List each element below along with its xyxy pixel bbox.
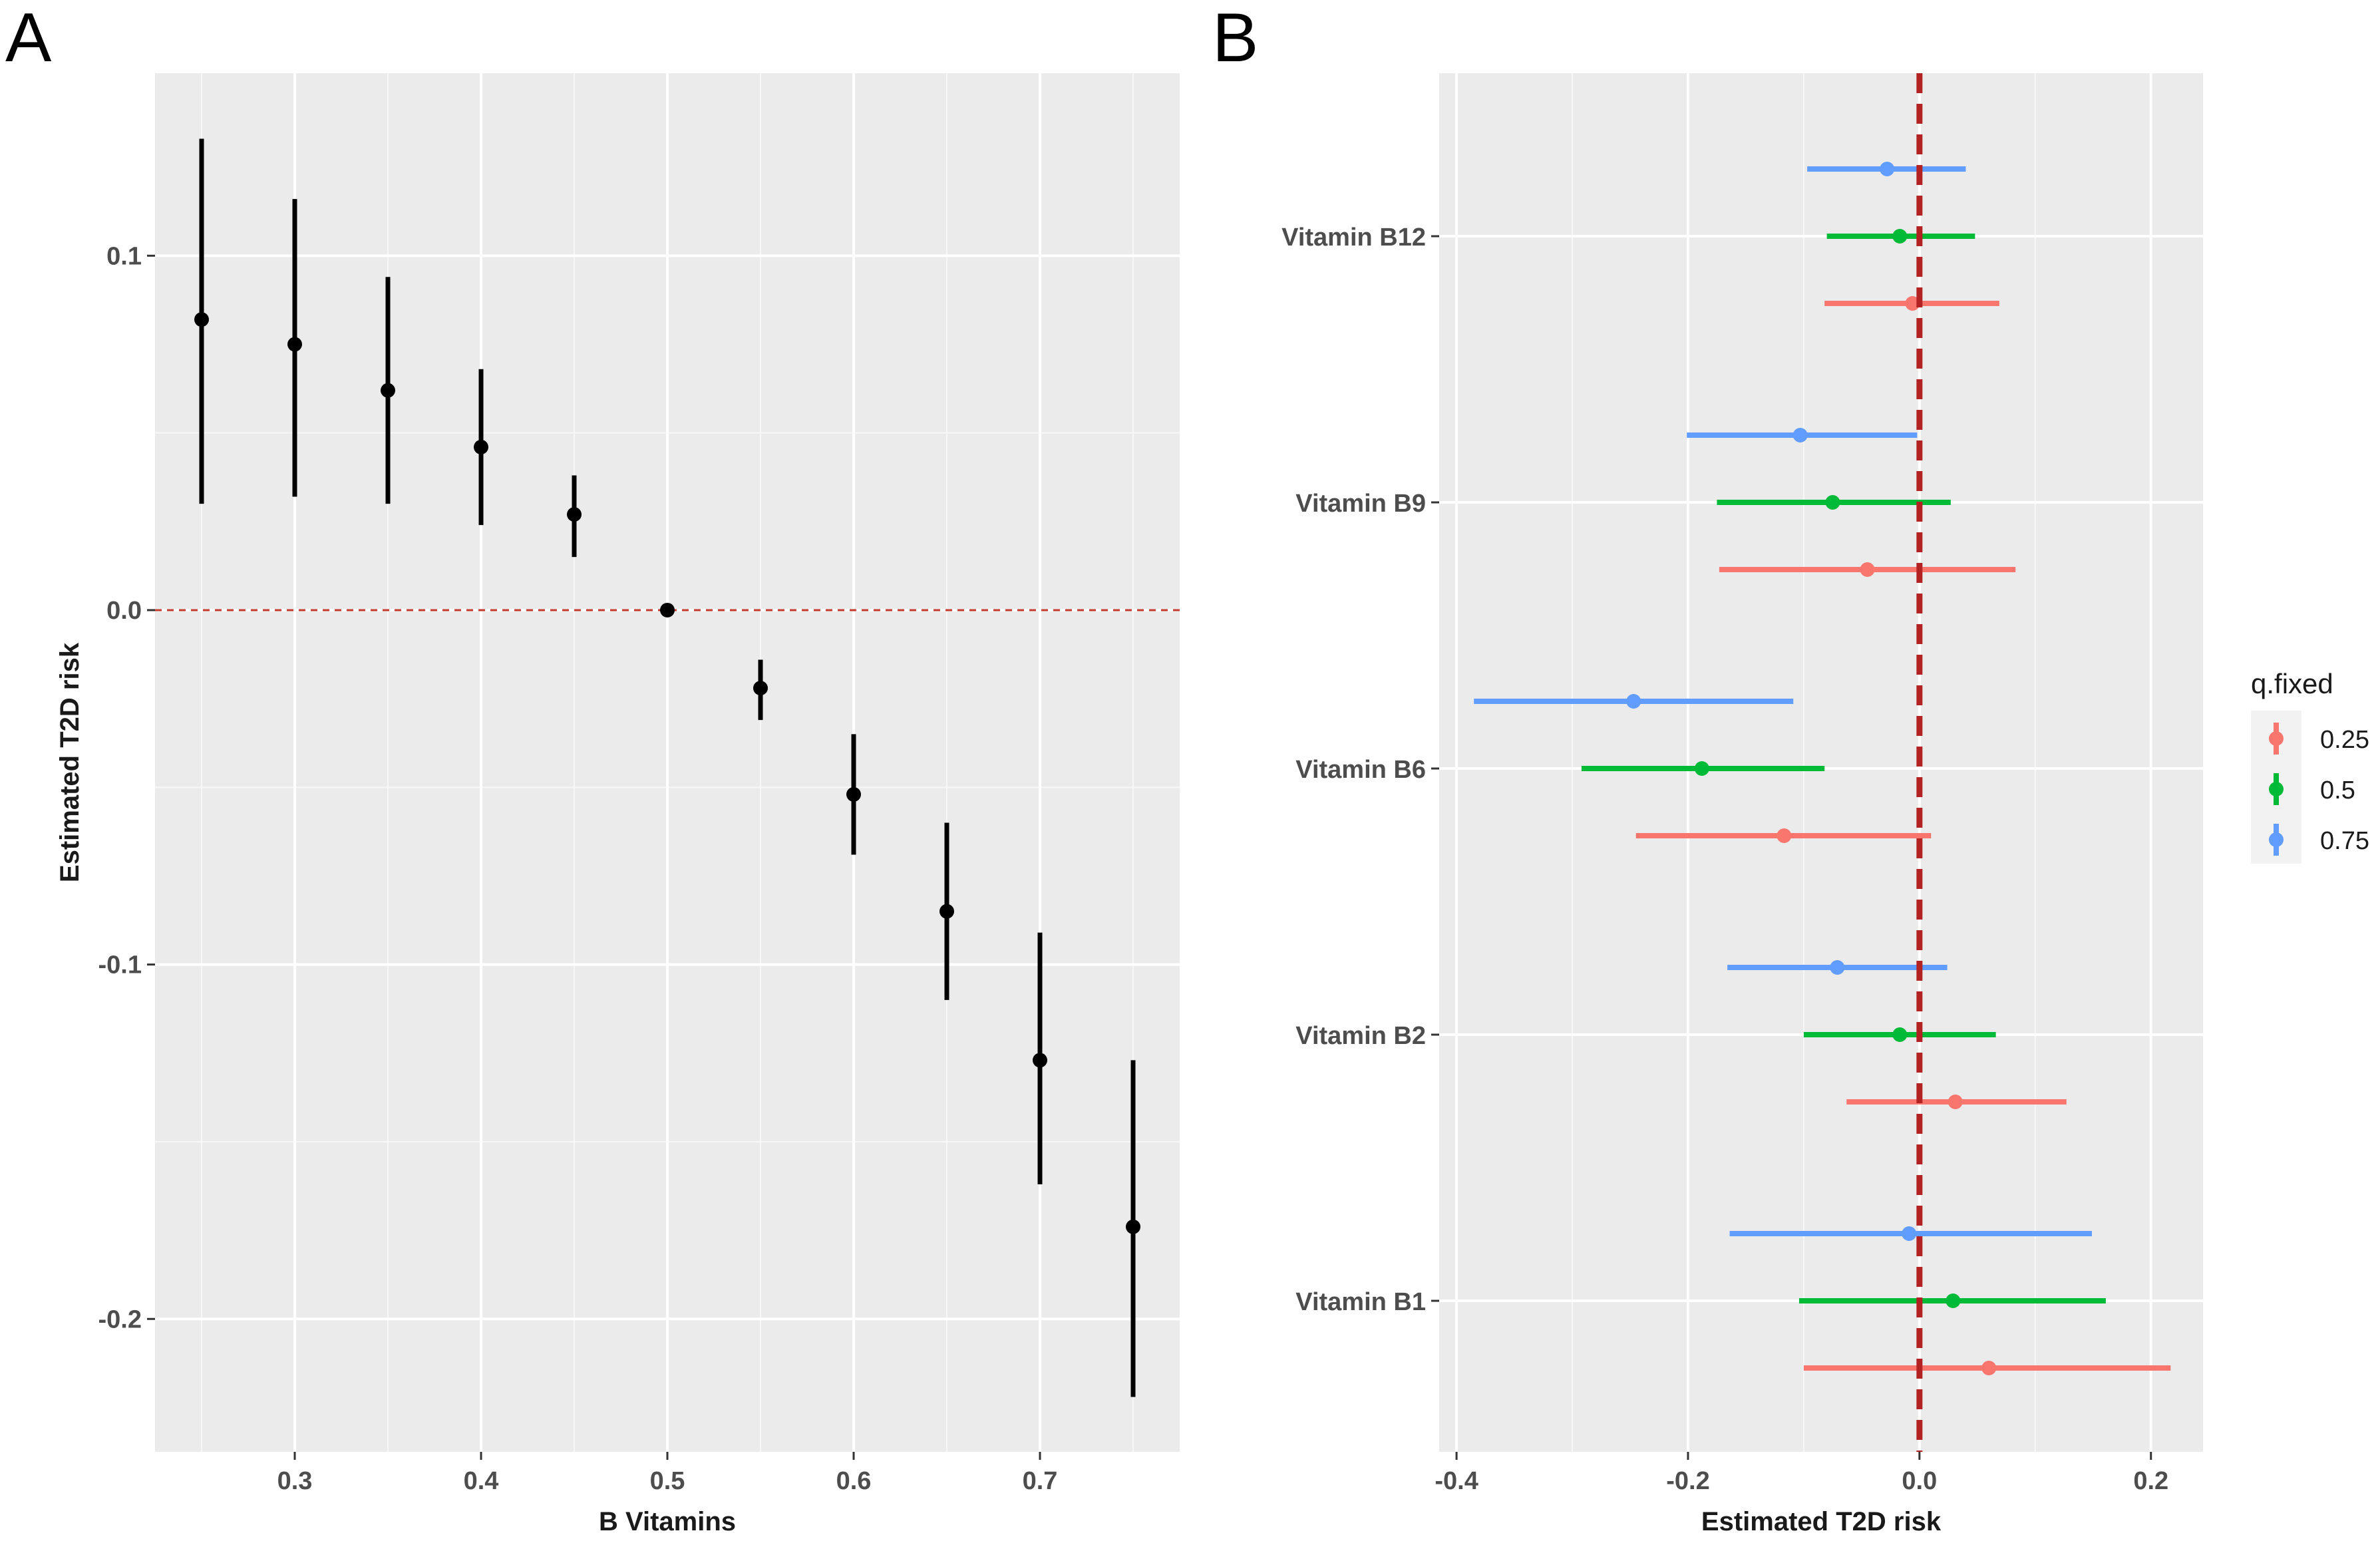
- legend-key-point: [2269, 832, 2284, 847]
- panel-b-estimate-0-75: [1880, 162, 1895, 176]
- panel-b-category-labels: Vitamin B12 Vitamin B9 Vitamin B6 Vitamin B…: [1281, 224, 1439, 1316]
- panel-a-x-axis-label: B Vitamins: [599, 1507, 736, 1536]
- legend-key-point: [2269, 731, 2284, 746]
- panel-b-x-tick-label: -0.2: [1666, 1467, 1709, 1495]
- panel-a-point: [194, 312, 209, 327]
- legend-label: 0.5: [2320, 776, 2355, 804]
- panel-b-estimate-0-25: [1860, 562, 1875, 577]
- panel-b-estimate-0-75: [1830, 960, 1845, 975]
- panel-a-y-axis-label: Estimated T2D risk: [55, 642, 85, 882]
- panel-b-x-tick-label: -0.4: [1435, 1467, 1478, 1495]
- panel-a-y-tick-label: -0.1: [98, 951, 142, 979]
- panel-a-point: [381, 383, 395, 398]
- panel-b-category-label: Vitamin B6: [1295, 756, 1426, 784]
- panel-a-point: [846, 786, 861, 802]
- legend-title: q.fixed: [2251, 668, 2333, 699]
- legend-items: 0.25 0.5 0.75: [2269, 723, 2369, 856]
- panel-b-x-tick-label: 0.0: [1902, 1467, 1937, 1495]
- panel-b-x-ticks: -0.4 -0.2 0.0 0.2: [1435, 1452, 2168, 1495]
- panel-a-gridlines: [155, 73, 1180, 1452]
- legend-key-point: [2269, 782, 2284, 796]
- panel-a-x-tick-label: 0.3: [277, 1467, 313, 1495]
- panel-b-category-label: Vitamin B1: [1295, 1288, 1426, 1316]
- panel-b-category-label: Vitamin B2: [1295, 1022, 1426, 1050]
- panel-b-estimate-0-5: [1892, 1027, 1908, 1042]
- panel-b-x-axis-label: Estimated T2D risk: [1701, 1507, 1942, 1536]
- panel-b-estimate-0-5: [1946, 1293, 1961, 1308]
- legend: q.fixed 0.25 0.5 0.75: [2251, 668, 2369, 864]
- panel-b-estimate-0-75: [1792, 428, 1808, 442]
- panel-a-point: [660, 602, 675, 617]
- panel-a-point: [474, 439, 488, 454]
- panel-a-y-tick-label: 0.1: [106, 242, 142, 270]
- panel-b-estimate-0-25: [1981, 1361, 1997, 1375]
- panel-a-x-tick-label: 0.4: [464, 1467, 499, 1495]
- panel-b-estimate-0-75: [1626, 694, 1641, 709]
- panel-a-y-tick-label: 0.0: [106, 597, 142, 625]
- panel-a-point: [753, 681, 768, 696]
- panel-a-point: [939, 904, 954, 919]
- legend-label: 0.25: [2320, 726, 2369, 754]
- panel-a-chart: 0.3 0.4 0.5 0.6 0.7 0.1 0.0 -0.1 -0.2 B Vitamin…: [55, 73, 1180, 1536]
- panel-a-x-tick-label: 0.6: [836, 1467, 872, 1495]
- panel-a-y-ticks: 0.1 0.0 -0.1 -0.2: [98, 242, 155, 1333]
- panel-b-letter: B: [1212, 0, 1258, 77]
- panel-b-category-label: Vitamin B9: [1295, 490, 1426, 518]
- panel-b-category-label: Vitamin B12: [1281, 224, 1426, 252]
- panel-a-y-tick-label: -0.2: [98, 1305, 142, 1333]
- panel-a-x-tick-label: 0.7: [1023, 1467, 1058, 1495]
- panel-b-x-tick-label: 0.2: [2133, 1467, 2168, 1495]
- panel-b-estimate-0-25: [1948, 1095, 1963, 1109]
- legend-label: 0.75: [2320, 827, 2369, 855]
- panel-a-point: [1033, 1053, 1047, 1068]
- panel-b-estimate-0-75: [1902, 1226, 1917, 1241]
- panel-a-error-bars: [194, 138, 1140, 1397]
- panel-a-letter: A: [5, 0, 52, 77]
- panel-a-point: [1126, 1219, 1140, 1234]
- panel-a-point: [567, 507, 582, 522]
- panel-b-estimate-0-5: [1825, 495, 1840, 510]
- panel-b-estimate-0-5: [1892, 229, 1908, 244]
- panel-b-background: [1439, 73, 2203, 1452]
- panel-a-x-tick-label: 0.5: [650, 1467, 685, 1495]
- panel-b-estimate-0-25: [1905, 296, 1920, 311]
- panel-b-estimate-0-5: [1694, 761, 1709, 776]
- panel-a-point: [287, 337, 302, 352]
- panel-b-forest-marks: [1474, 162, 2171, 1375]
- panel-a-x-ticks: 0.3 0.4 0.5 0.6 0.7: [277, 1452, 1058, 1495]
- panel-b-estimate-0-25: [1777, 828, 1792, 843]
